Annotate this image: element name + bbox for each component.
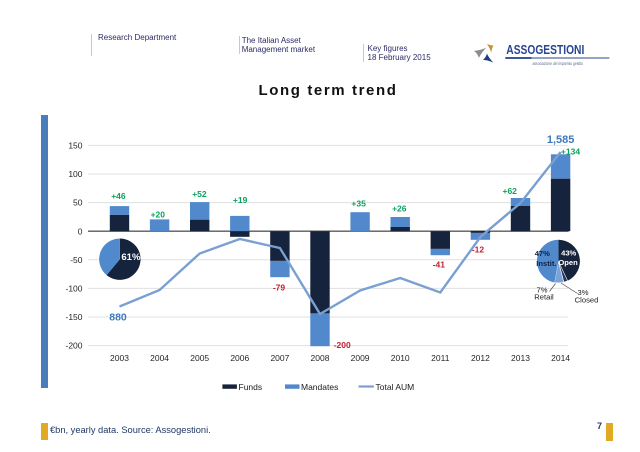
svg-text:associazione del risparmio ges: associazione del risparmio gestito — [533, 61, 584, 66]
svg-text:0: 0 — [78, 226, 83, 236]
svg-text:2012: 2012 — [471, 353, 490, 363]
svg-text:2004: 2004 — [150, 353, 169, 363]
svg-text:43%: 43% — [561, 248, 576, 257]
svg-text:50: 50 — [73, 198, 83, 208]
svg-text:Total AUM: Total AUM — [376, 382, 415, 392]
svg-text:-100: -100 — [65, 284, 82, 294]
svg-text:+35: +35 — [351, 199, 366, 209]
svg-text:100: 100 — [68, 169, 82, 179]
svg-text:-12: -12 — [472, 245, 485, 255]
svg-text:Funds: Funds — [239, 382, 263, 392]
svg-text:2013: 2013 — [511, 353, 530, 363]
svg-text:3%: 3% — [578, 288, 589, 297]
svg-text:880: 880 — [109, 312, 127, 324]
svg-text:Open: Open — [558, 258, 578, 267]
svg-text:+19: +19 — [233, 195, 248, 205]
svg-text:+26: +26 — [392, 204, 407, 214]
svg-text:2011: 2011 — [431, 353, 450, 363]
svg-text:2009: 2009 — [351, 353, 370, 363]
svg-text:61%: 61% — [121, 252, 141, 263]
svg-text:+52: +52 — [192, 189, 207, 199]
svg-text:Closed: Closed — [575, 295, 599, 304]
svg-text:150: 150 — [68, 141, 82, 151]
svg-text:2010: 2010 — [391, 353, 410, 363]
svg-text:2007: 2007 — [270, 353, 289, 363]
svg-text:1,585: 1,585 — [547, 134, 575, 146]
svg-text:Retail: Retail — [534, 293, 554, 302]
svg-text:2006: 2006 — [230, 353, 249, 363]
svg-text:47%: 47% — [535, 249, 550, 258]
svg-text:+134: +134 — [561, 146, 580, 156]
svg-text:-50: -50 — [70, 255, 83, 265]
svg-text:-200: -200 — [65, 341, 82, 351]
svg-text:+20: +20 — [151, 210, 166, 220]
svg-text:ASSOGESTIONI: ASSOGESTIONI — [506, 43, 584, 57]
svg-text:2003: 2003 — [110, 353, 129, 363]
svg-text:-79: -79 — [273, 283, 286, 293]
svg-text:+46: +46 — [111, 191, 126, 201]
svg-text:+62: +62 — [502, 186, 517, 196]
svg-text:2005: 2005 — [190, 353, 209, 363]
svg-text:2014: 2014 — [551, 353, 570, 363]
svg-text:Instit.: Instit. — [536, 259, 556, 268]
svg-text:Mandates: Mandates — [301, 382, 338, 392]
svg-text:2008: 2008 — [311, 353, 330, 363]
svg-text:7%: 7% — [537, 285, 548, 294]
svg-text:-150: -150 — [65, 312, 82, 322]
svg-text:-200: -200 — [334, 340, 351, 350]
svg-text:-41: -41 — [433, 260, 446, 270]
